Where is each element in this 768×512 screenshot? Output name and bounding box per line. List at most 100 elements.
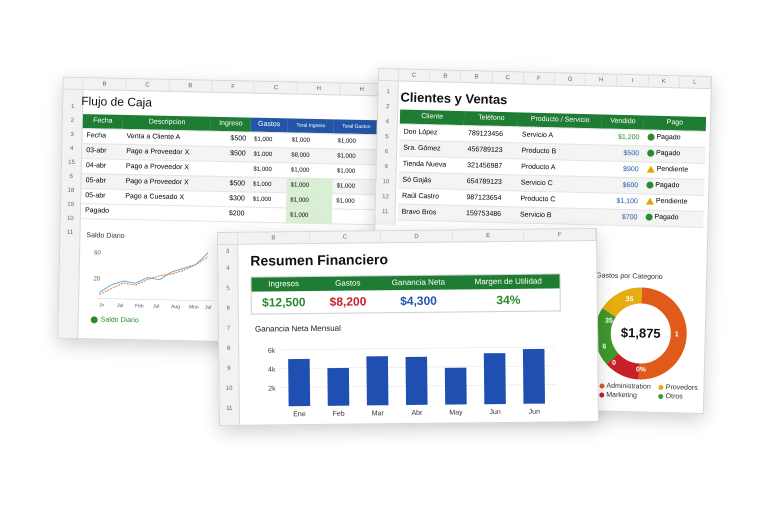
legend-item[interactable]: Provedors — [658, 384, 698, 392]
cell-pago[interactable]: Pagado — [641, 209, 704, 227]
cell-cliente[interactable]: Don López — [399, 123, 465, 142]
cell-cliente[interactable]: Bravo Bros — [397, 203, 463, 222]
bar-feb[interactable] — [327, 367, 350, 406]
cell-ingreso[interactable]: $500 — [209, 175, 250, 192]
header-telefono[interactable]: Teléfono — [464, 111, 519, 127]
row-label[interactable]: 4 — [385, 119, 390, 126]
cell-vendido[interactable]: $900 — [600, 160, 643, 178]
legend-item[interactable]: Otros — [658, 393, 698, 401]
row-label[interactable]: 1 — [70, 103, 75, 110]
cell-date[interactable]: 05-abr — [81, 173, 122, 189]
row-label[interactable]: 6 — [69, 173, 73, 180]
kpi-value-margen[interactable]: 34% — [496, 292, 521, 308]
cell-gastos[interactable]: $1,000 — [248, 176, 287, 193]
col-label[interactable]: H — [297, 82, 341, 95]
cell-vendido[interactable]: $500 — [601, 144, 644, 162]
cell-ingreso[interactable]: $200 — [209, 205, 249, 222]
cell-total-gastos[interactable]: $1,000 — [333, 148, 379, 165]
cell-gastos[interactable]: $1,000 — [249, 161, 288, 178]
saldo-footer[interactable]: Saldo Diario — [90, 316, 139, 324]
row-label[interactable]: 10 — [66, 215, 74, 222]
bar-abr[interactable] — [405, 356, 428, 406]
cell-vendido[interactable]: $1,200 — [601, 128, 644, 146]
legend-item[interactable]: Administration — [599, 382, 651, 391]
col-label[interactable]: B — [238, 232, 310, 244]
cell-total-ingreso[interactable]: $1,000 — [286, 177, 333, 194]
cell-gastos[interactable]: $1,000 — [248, 191, 287, 208]
cell-date[interactable]: 03-abr — [82, 143, 123, 159]
header-pago[interactable]: Pago — [643, 115, 707, 131]
bar-jun[interactable] — [483, 353, 506, 405]
row-label[interactable]: 6 — [226, 305, 231, 312]
row-label[interactable]: 2 — [70, 117, 75, 124]
row-label[interactable]: 10 — [382, 179, 390, 186]
cell-gastos[interactable] — [248, 206, 287, 223]
cell-cliente[interactable]: Tienda Nueva — [398, 155, 464, 174]
header-total-gastos[interactable]: Toral Gastos — [333, 119, 379, 135]
cell-pago[interactable]: Pendiente — [642, 161, 705, 179]
row-label[interactable]: 11 — [226, 405, 233, 412]
col-label[interactable]: F — [212, 80, 256, 93]
cell-date[interactable]: Fecha — [82, 128, 123, 144]
cell-telefono[interactable]: 789123456 — [463, 125, 519, 143]
row-label[interactable]: 2 — [385, 104, 390, 111]
col-label[interactable]: C — [254, 81, 299, 94]
row-label[interactable]: 6 — [384, 149, 389, 156]
col-label[interactable]: C — [492, 71, 524, 84]
col-label[interactable]: B — [83, 78, 127, 90]
cell-total-ingreso[interactable]: $1,000 — [287, 132, 334, 149]
row-label[interactable]: 11 — [381, 209, 389, 216]
row-label[interactable]: 4 — [70, 145, 74, 152]
col-label[interactable]: C — [309, 231, 382, 244]
cell-telefono[interactable]: 987123654 — [462, 189, 517, 207]
cell-pago[interactable]: Pagado — [642, 145, 706, 163]
header-cliente[interactable]: Cliente — [399, 109, 465, 126]
cell-total-gastos[interactable]: $1,000 — [333, 133, 379, 150]
legend-item[interactable]: Marketing — [599, 391, 651, 399]
cell-total-gastos[interactable]: $1,000 — [332, 178, 378, 195]
row-label[interactable]: 1 — [386, 89, 390, 96]
cell-ingreso[interactable] — [210, 160, 250, 177]
cell-vendido[interactable]: $700 — [599, 208, 642, 226]
row-label[interactable]: 10 — [225, 385, 233, 392]
bar-ene[interactable] — [288, 358, 311, 407]
cell-vendido[interactable]: $1,100 — [599, 192, 643, 210]
cell-producto[interactable]: Servicio B — [515, 206, 600, 225]
cell-cliente[interactable]: Só Gojás — [398, 171, 464, 190]
cell-pago[interactable]: Pagado — [643, 129, 706, 147]
col-label[interactable]: B — [461, 71, 493, 83]
row-label[interactable]: 5 — [385, 134, 389, 141]
header-gastos[interactable]: Gastos — [250, 117, 289, 133]
row-label[interactable]: 5 — [226, 285, 230, 292]
header-fecha[interactable]: Fecha — [82, 114, 124, 129]
col-label[interactable]: L — [679, 76, 712, 89]
cell-pago[interactable]: Pendiente — [641, 193, 705, 211]
bar-mar[interactable] — [366, 356, 389, 406]
col-label[interactable]: C — [126, 78, 170, 91]
cell-gastos[interactable]: $1,000 — [249, 146, 288, 163]
cell-telefono[interactable]: 456789123 — [463, 141, 518, 159]
row-label[interactable]: 7 — [226, 325, 231, 332]
col-label[interactable]: G — [554, 73, 587, 86]
cell-date[interactable]: 04-abr — [81, 158, 123, 174]
cell-telefono[interactable]: 654789123 — [462, 173, 517, 191]
col-label[interactable]: E — [452, 229, 525, 242]
col-label[interactable]: I — [617, 74, 649, 87]
cell-total-gastos[interactable]: $1,000 — [332, 193, 378, 210]
cell-telefono[interactable]: 159753486 — [461, 205, 517, 223]
row-label[interactable]: 12 — [382, 194, 389, 201]
row-label[interactable]: 11 — [66, 229, 74, 236]
header-vendido[interactable]: Vendido — [601, 114, 644, 130]
cell-ingreso[interactable]: $300 — [209, 190, 249, 207]
row-label[interactable]: 9 — [227, 365, 231, 372]
row-label[interactable]: 3 — [70, 131, 74, 138]
cell-gastos[interactable]: $1,000 — [249, 131, 288, 148]
col-label[interactable]: D — [381, 230, 453, 243]
cell-pago[interactable]: Pagado — [642, 177, 705, 195]
cell-total-ingreso[interactable]: $1,000 — [286, 192, 333, 209]
row-label[interactable]: 4 — [226, 265, 230, 272]
col-label[interactable]: C — [398, 69, 431, 82]
col-label[interactable]: F — [523, 72, 556, 85]
header-ingreso[interactable]: Ingreso — [211, 116, 251, 132]
kpi-value-ingresos[interactable]: $12,500 — [262, 295, 306, 310]
